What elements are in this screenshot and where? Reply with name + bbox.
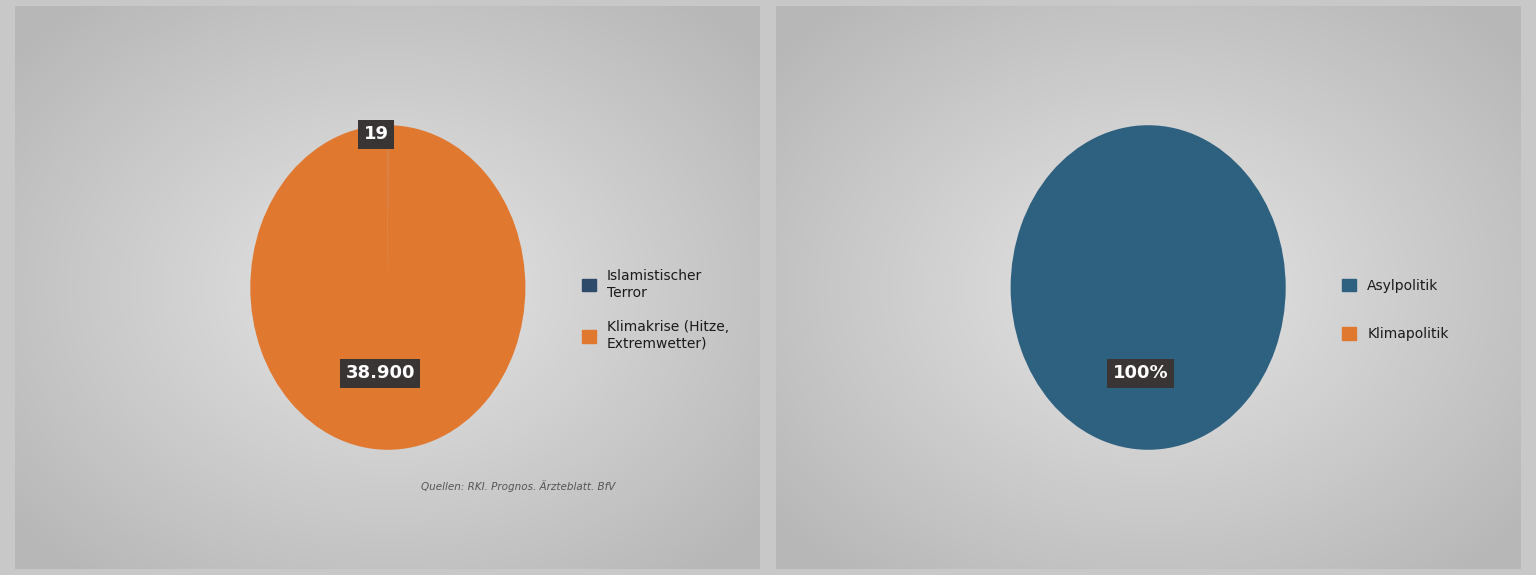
Wedge shape (1011, 125, 1286, 450)
Text: 100%: 100% (1112, 364, 1169, 382)
Wedge shape (250, 125, 525, 450)
Text: 38.900: 38.900 (346, 364, 415, 382)
Legend: Asylpolitik, Klimapolitik: Asylpolitik, Klimapolitik (1336, 273, 1455, 347)
Legend: Islamistischer
Terror, Klimakrise (Hitze,
Extremwetter): Islamistischer Terror, Klimakrise (Hitze… (576, 264, 734, 356)
Text: 19: 19 (364, 125, 389, 143)
Text: Quellen: RKI. Prognos. Ärzteblatt. BfV: Quellen: RKI. Prognos. Ärzteblatt. BfV (421, 480, 614, 492)
